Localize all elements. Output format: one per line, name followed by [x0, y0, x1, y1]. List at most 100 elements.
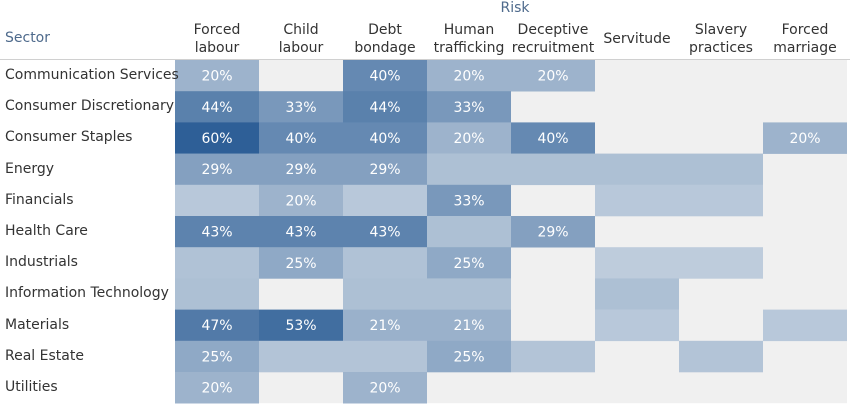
heatmap-cell: [343, 184, 427, 217]
header-divider: [0, 59, 850, 60]
heatmap-cell: [427, 278, 511, 310]
heatmap-cell: [175, 247, 259, 279]
row-label: Energy: [5, 160, 55, 177]
heatmap-cell: [595, 309, 679, 342]
heatmap-cell: [175, 278, 259, 310]
cell-value-label: 21%: [453, 318, 484, 334]
row-label: Consumer Staples: [5, 129, 133, 146]
heatmap-cell: [175, 153, 259, 186]
cell-value-label: 29%: [537, 225, 568, 241]
heatmap-cell: [343, 60, 427, 92]
heatmap-cell: [259, 184, 343, 217]
row-label: Materials: [5, 316, 70, 333]
heatmap-cell: [511, 340, 595, 373]
cell-value-label: 44%: [201, 100, 232, 116]
heatmap-cell: [427, 309, 511, 342]
heatmap-cell: [343, 309, 427, 342]
heatmap-cell: [511, 122, 595, 154]
heatmap-cell: [427, 216, 511, 248]
cell-value-label: 43%: [369, 225, 400, 241]
row-label: Utilities: [5, 379, 58, 395]
heatmap-cell: [343, 122, 427, 154]
heatmap-cell: [763, 309, 847, 342]
heatmap-cell: [679, 184, 763, 217]
heatmap-cell: [175, 184, 259, 217]
cell-value-label: 20%: [537, 69, 568, 85]
column-header: Forced labour: [193, 22, 241, 56]
cell-value-label: 33%: [285, 100, 316, 116]
row-label: Information Technology: [5, 285, 169, 302]
heatmap-cell: [343, 372, 427, 404]
heatmap-cell: [427, 91, 511, 123]
row-label: Health Care: [5, 223, 88, 239]
cell-value-label: 40%: [369, 69, 400, 85]
heatmap-cell: [259, 247, 343, 279]
heatmap-cell: [343, 216, 427, 248]
cell-value-label: 20%: [789, 131, 820, 147]
column-group-title: Risk: [500, 0, 530, 16]
heatmap-cell: [343, 247, 427, 279]
column-header: Human trafficking: [433, 22, 505, 56]
cell-value-label: 40%: [537, 131, 568, 147]
cell-value-label: 20%: [201, 381, 232, 397]
heatmap-cell: [259, 153, 343, 186]
heatmap-cell: [427, 184, 511, 217]
heatmap-cell: [175, 309, 259, 342]
cell-value-label: 40%: [285, 131, 316, 147]
heatmap-cell: [679, 153, 763, 186]
row-axis-title: Sector: [5, 30, 51, 46]
column-header: Deceptive recruitment: [511, 22, 595, 56]
column-header: Servitude: [603, 31, 671, 47]
cell-value-label: 25%: [453, 256, 484, 272]
heatmap-cell: [175, 372, 259, 404]
heatmap-cell: [259, 122, 343, 154]
column-header: Forced marriage: [773, 22, 837, 56]
heatmap-cell: [511, 216, 595, 248]
heatmap-cell: [343, 153, 427, 186]
cell-value-label: 20%: [369, 381, 400, 397]
cell-value-label: 43%: [201, 225, 232, 241]
cell-value-label: 25%: [453, 349, 484, 365]
heatmap-cell: [595, 153, 679, 186]
row-label: Real Estate: [5, 347, 84, 364]
cell-value-label: 20%: [285, 193, 316, 209]
column-header: Child labour: [278, 22, 324, 56]
heatmap-cell: [595, 247, 679, 279]
cell-value-label: 29%: [285, 162, 316, 178]
heatmap-cell: [259, 216, 343, 248]
heatmap-cell: [427, 340, 511, 373]
row-label: Financials: [5, 191, 74, 208]
cell-value-label: 60%: [201, 131, 232, 147]
heatmap-cell: [175, 60, 259, 92]
heatmap-cell: [679, 247, 763, 279]
cell-value-label: 20%: [201, 69, 232, 85]
heatmap-cell: [763, 122, 847, 154]
column-header: Slavery practices: [689, 22, 753, 56]
heatmap-cell: [595, 278, 679, 310]
heatmap-cell: [343, 278, 427, 310]
heatmap-cell: [427, 153, 511, 186]
heatmap-cell: [175, 91, 259, 123]
heatmap-cell: [259, 309, 343, 342]
heatmap-cell: [175, 340, 259, 373]
heatmap-cell: [427, 122, 511, 154]
cell-value-label: 25%: [201, 349, 232, 365]
row-label: Consumer Discretionary: [5, 98, 174, 115]
cell-value-label: 44%: [369, 100, 400, 116]
cell-value-label: 29%: [201, 162, 232, 178]
heatmap-cell: [343, 340, 427, 373]
cell-value-label: 47%: [201, 318, 232, 334]
cell-value-label: 20%: [453, 69, 484, 85]
heatmap-cell: [175, 216, 259, 248]
heatmap-cell: [511, 60, 595, 92]
cell-value-label: 25%: [285, 256, 316, 272]
heatmap-cell: [175, 122, 259, 154]
heatmap-cell: [511, 153, 595, 186]
heatmap-cell: [343, 91, 427, 123]
cell-value-label: 21%: [369, 318, 400, 334]
cell-value-label: 33%: [453, 100, 484, 116]
cell-value-label: 43%: [285, 225, 316, 241]
cell-value-label: 40%: [369, 131, 400, 147]
heatmap-cell: [427, 247, 511, 279]
